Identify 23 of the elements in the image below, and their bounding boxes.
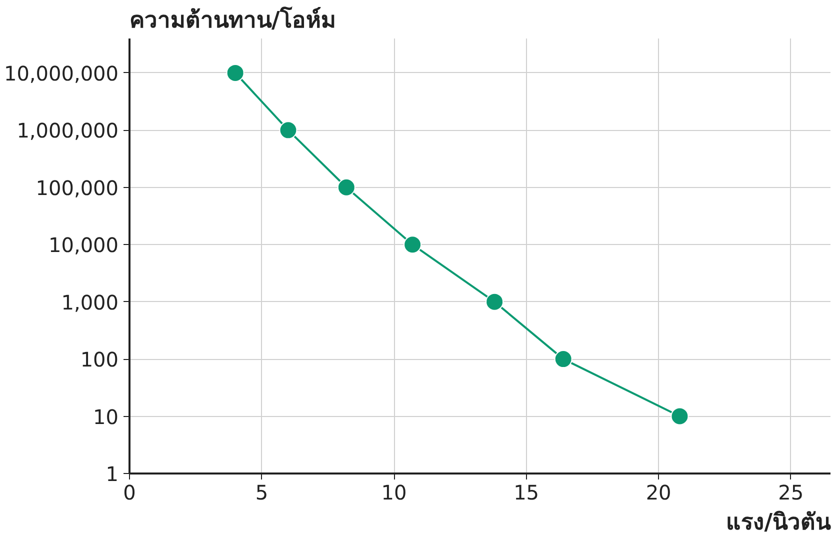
y-tick-label: 100	[80, 348, 119, 372]
x-tick-label: 0	[123, 480, 136, 504]
x-axis-title: แรง/นิวตัน	[726, 510, 832, 536]
y-tick-label: 100,000	[36, 176, 119, 200]
y-tick-label: 1,000	[61, 290, 119, 314]
point	[670, 407, 689, 426]
x-tick-label: 25	[778, 480, 804, 504]
point	[404, 236, 422, 254]
y-axis-title: ความต้านทาน/โอห์ม	[130, 6, 336, 34]
y-tick-label: 10	[93, 404, 119, 429]
y-tick-label: 1,000,000	[16, 118, 119, 143]
point	[279, 121, 298, 140]
point	[226, 64, 244, 82]
point	[486, 292, 504, 311]
y-tick-label: 10,000,000	[4, 61, 119, 86]
x-tick-label: 5	[255, 480, 268, 504]
y-tick-label: 10,000	[48, 233, 119, 258]
y-tick-label: 1	[106, 462, 119, 486]
point	[337, 178, 356, 196]
x-tick-label: 20	[646, 480, 672, 504]
point	[554, 350, 572, 368]
x-tick-label: 10	[381, 480, 407, 504]
x-tick-label: 15	[514, 480, 540, 504]
